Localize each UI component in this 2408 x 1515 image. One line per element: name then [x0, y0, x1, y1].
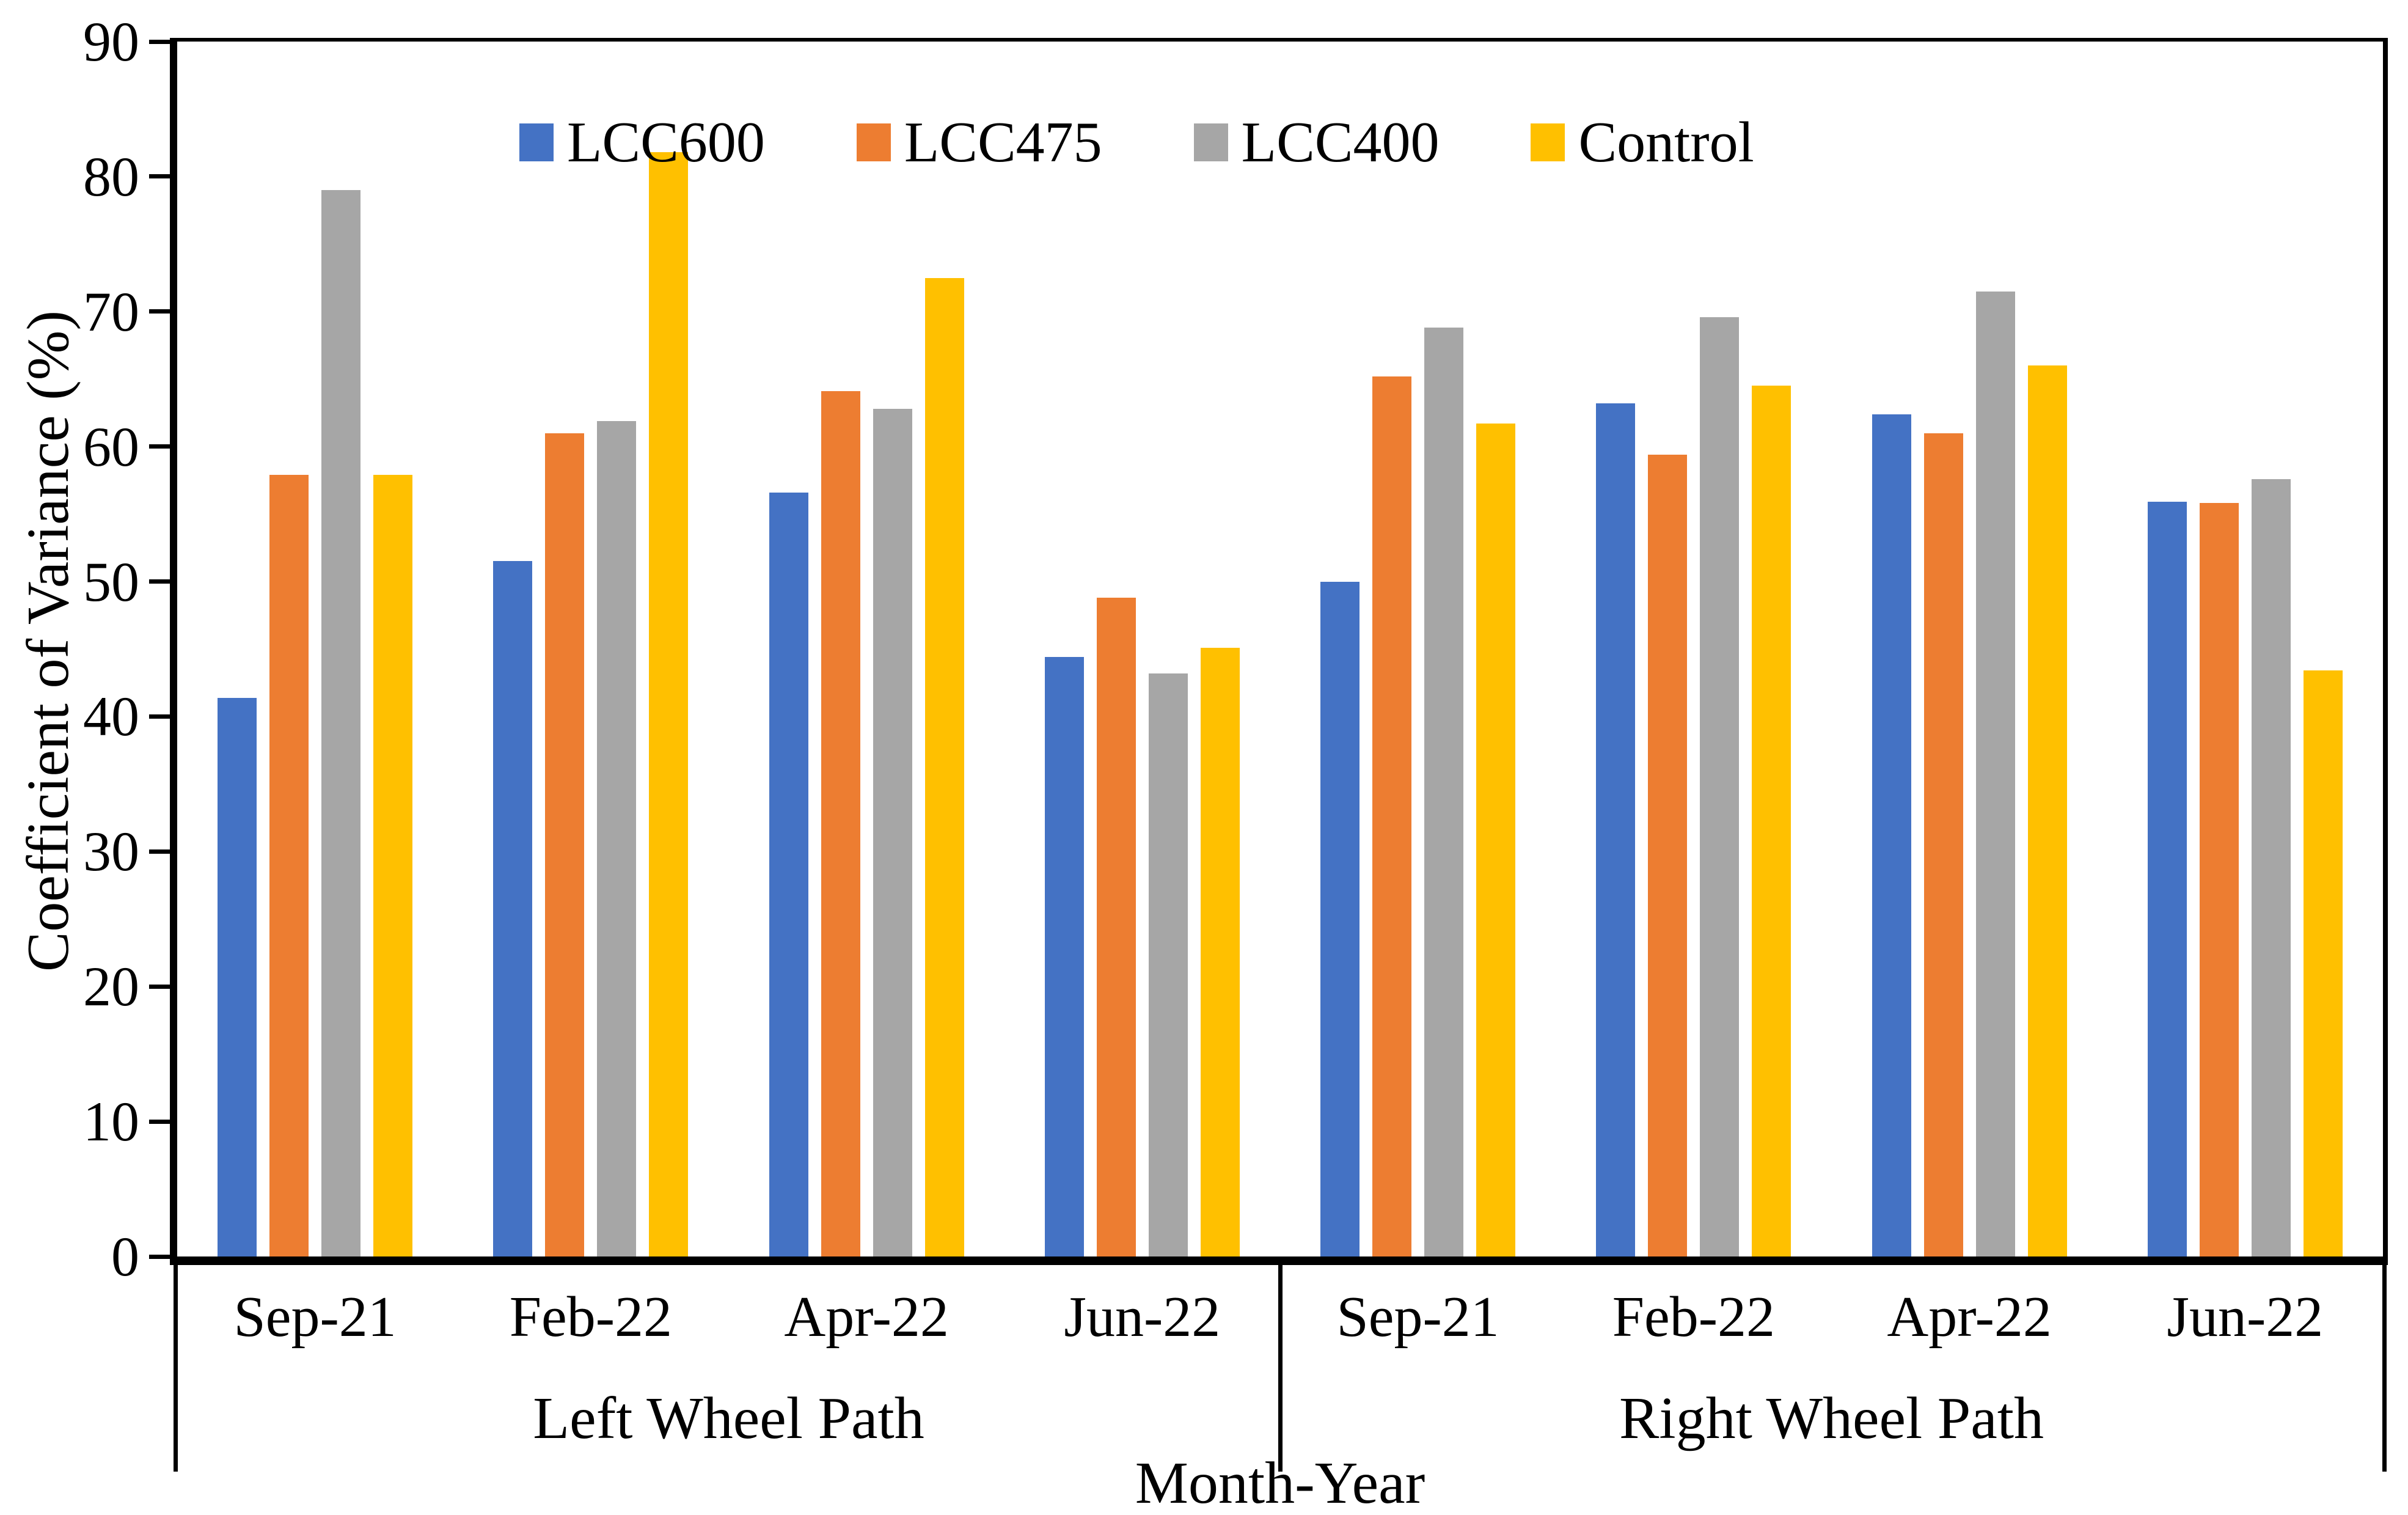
y-axis-tick-20: [149, 984, 177, 989]
bar-LCC475-Jun-22-right: [2199, 503, 2239, 1256]
category-divider-1: [1278, 1256, 1283, 1472]
bar-LCC400-Sep-21-right: [1424, 328, 1464, 1256]
bar-LCC400-Sep-21-left: [321, 189, 361, 1256]
month-label-Sep-21-left: Sep-21: [233, 1285, 397, 1349]
month-label-Feb-22-left: Feb-22: [509, 1285, 673, 1349]
legend-label-LCC475: LCC475: [904, 111, 1102, 174]
bar-LCC600-Apr-22-left: [769, 492, 808, 1256]
bar-LCC475-Apr-22-left: [821, 391, 860, 1256]
legend-swatch-LCC600: [519, 123, 554, 161]
bar-Control-Apr-22-left: [924, 277, 964, 1256]
bar-LCC600-Jun-22-right: [2147, 502, 2187, 1256]
bar-Control-Feb-22-left: [649, 152, 689, 1256]
bar-LCC475-Feb-22-right: [1648, 454, 1688, 1256]
category-divider-0: [174, 1256, 178, 1472]
legend: LCC600 LCC475 LCC400 Control: [519, 114, 1754, 171]
bar-LCC400-Apr-22-right: [1975, 291, 2015, 1256]
bar-Control-Feb-22-right: [1752, 386, 1791, 1256]
y-axis-tick-70: [149, 309, 177, 314]
y-axis-tick-label-10: 10: [83, 1090, 139, 1153]
bar-LCC475-Feb-22-left: [545, 433, 585, 1256]
y-axis-tick-90: [149, 39, 177, 44]
legend-label-LCC400: LCC400: [1241, 111, 1440, 174]
bar-LCC600-Sep-21-left: [218, 697, 257, 1256]
section-label-right-wheel-path: Right Wheel Path: [1619, 1385, 2044, 1451]
bar-Control-Sep-21-right: [1476, 424, 1516, 1256]
x-axis-title: Month-Year: [1135, 1450, 1425, 1515]
bar-LCC475-Jun-22-left: [1096, 598, 1136, 1256]
bar-LCC600-Feb-22-right: [1596, 403, 1636, 1256]
y-axis-tick-50: [149, 579, 177, 584]
legend-item-LCC475: LCC475: [856, 111, 1102, 174]
legend-item-Control: Control: [1531, 114, 1754, 171]
bar-LCC600-Feb-22-left: [493, 561, 533, 1256]
plot-area: LCC600 LCC475 LCC400 Control: [170, 38, 2388, 1265]
y-axis-tick-label-60: 60: [83, 415, 139, 478]
month-label-Apr-22-right: Apr-22: [1887, 1285, 2052, 1349]
month-label-Jun-22-left: Jun-22: [1064, 1285, 1221, 1349]
legend-swatch-LCC400: [1193, 123, 1228, 161]
y-axis-tick-label-80: 80: [83, 145, 139, 208]
bar-LCC400-Feb-22-right: [1700, 317, 1740, 1256]
bar-LCC400-Jun-22-left: [1148, 673, 1188, 1256]
legend-label-LCC600: LCC600: [567, 111, 765, 174]
legend-item-LCC600: LCC600: [519, 114, 765, 171]
section-label-left-wheel-path: Left Wheel Path: [533, 1385, 924, 1451]
legend-swatch-LCC475: [856, 123, 891, 161]
bar-LCC400-Jun-22-right: [2251, 479, 2291, 1256]
y-axis-tick-label-20: 20: [83, 955, 139, 1018]
y-axis-tick-label-70: 70: [83, 280, 139, 343]
legend-swatch-Control: [1531, 123, 1565, 161]
y-axis-tick-40: [149, 714, 177, 719]
month-label-Jun-22-right: Jun-22: [2167, 1285, 2324, 1349]
category-divider-2: [2382, 1256, 2387, 1472]
bar-LCC600-Apr-22-right: [1872, 414, 1911, 1256]
bar-Control-Jun-22-left: [1200, 647, 1240, 1256]
legend-item-LCC400: LCC400: [1193, 111, 1440, 174]
legend-label-Control: Control: [1578, 111, 1754, 174]
bar-LCC600-Jun-22-left: [1044, 657, 1084, 1256]
y-axis-tick-label-90: 90: [83, 10, 139, 73]
y-axis-tick-label-0: 0: [111, 1225, 139, 1288]
bar-LCC475-Sep-21-right: [1372, 376, 1412, 1256]
month-label-Sep-21-right: Sep-21: [1336, 1285, 1499, 1349]
bar-LCC400-Apr-22-left: [873, 408, 912, 1256]
bar-Control-Sep-21-left: [373, 475, 413, 1256]
y-axis-tick-60: [149, 444, 177, 449]
y-axis-tick-0: [149, 1254, 177, 1259]
y-axis-tick-label-30: 30: [83, 820, 139, 883]
bar-LCC400-Feb-22-left: [597, 420, 637, 1256]
y-axis-tick-label-50: 50: [83, 550, 139, 613]
month-label-Feb-22-right: Feb-22: [1612, 1285, 1776, 1349]
bar-Control-Apr-22-right: [2027, 365, 2067, 1256]
y-axis-tick-label-40: 40: [83, 685, 139, 748]
y-axis-tick-30: [149, 849, 177, 854]
bar-LCC475-Apr-22-right: [1923, 433, 1963, 1256]
bar-LCC600-Sep-21-right: [1320, 581, 1360, 1256]
bar-Control-Jun-22-right: [2303, 670, 2343, 1256]
month-label-Apr-22-left: Apr-22: [784, 1285, 949, 1349]
y-axis-tick-10: [149, 1119, 177, 1124]
y-axis-tick-80: [149, 174, 177, 179]
bar-LCC475-Sep-21-left: [269, 475, 309, 1256]
